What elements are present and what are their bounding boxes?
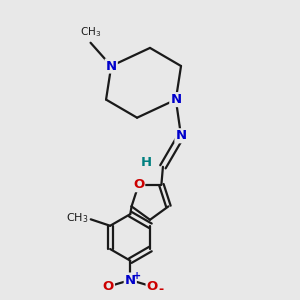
Text: H: H [141,156,152,170]
Text: CH$_3$: CH$_3$ [80,25,101,39]
Text: N: N [125,274,136,286]
Text: O: O [103,280,114,293]
Text: O: O [147,280,158,293]
Text: N: N [176,129,187,142]
Text: -: - [159,283,164,296]
Text: N: N [170,93,182,106]
Text: +: + [134,271,142,281]
Text: CH$_3$: CH$_3$ [66,211,88,225]
Text: N: N [106,59,117,73]
Text: O: O [133,178,144,191]
